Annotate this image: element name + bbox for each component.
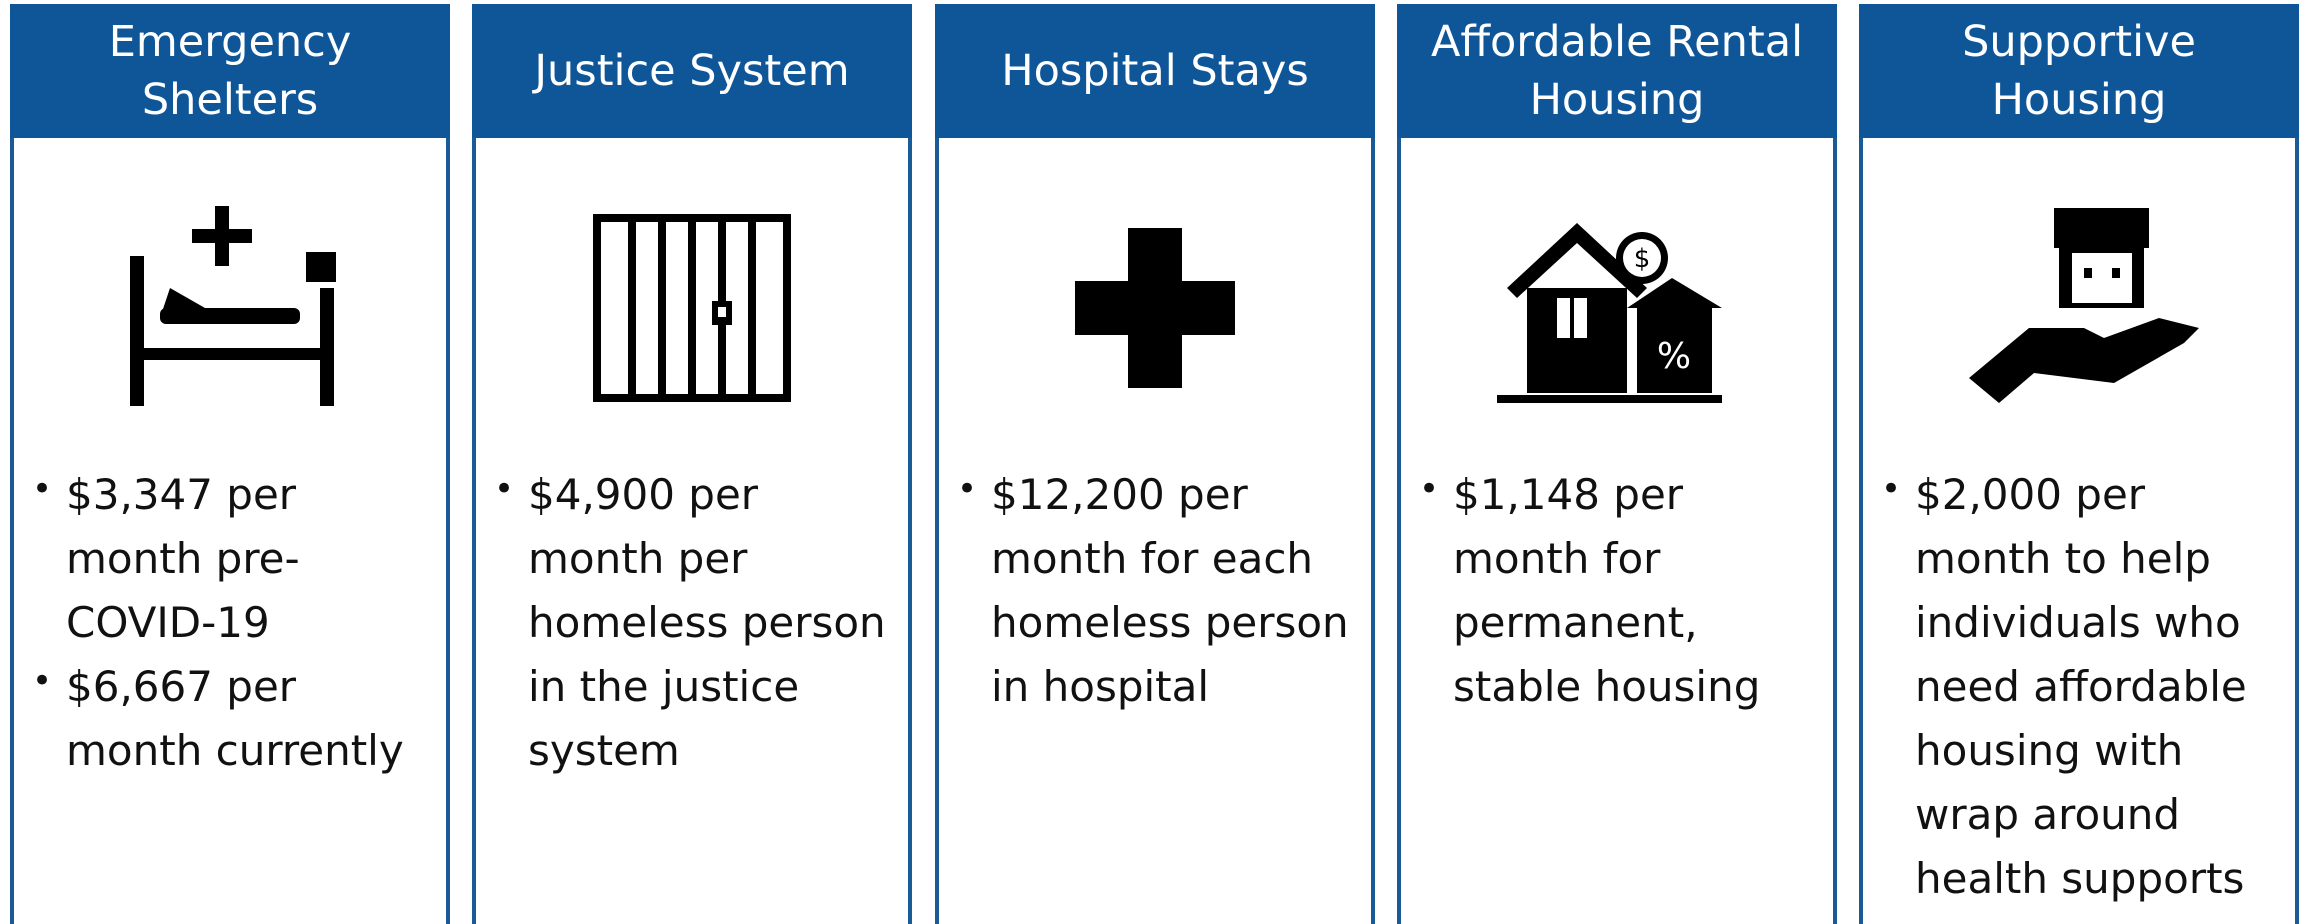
svg-text:$: $ <box>1634 244 1651 274</box>
column: Hospital Stays $12,200 per month for eac… <box>935 4 1375 924</box>
svg-text:%: % <box>1657 336 1691 377</box>
column: Justice System $4,900 per month per home… <box>472 4 912 924</box>
bed-icon <box>14 173 446 443</box>
column-title: Supportive Housing <box>1859 4 2299 138</box>
bullet: $3,347 per month pre-COVID-19 <box>32 457 438 655</box>
column-title: Emergency Shelters <box>10 4 450 138</box>
bullet-list: $12,200 per month for each homeless pers… <box>957 457 1363 719</box>
jail-icon <box>476 173 908 443</box>
column-title: Justice System <box>472 4 912 138</box>
house-icon: $ % <box>1401 173 1833 443</box>
hand-icon <box>1863 173 2295 443</box>
bullet: $12,200 per month for each homeless pers… <box>957 457 1363 719</box>
column: Affordable Rental Housing $ % $1,148 per… <box>1397 4 1837 924</box>
bullet-list: $3,347 per month pre-COVID-19$6,667 per … <box>32 457 438 783</box>
column: Emergency Shelters $3,347 per month pre-… <box>10 4 450 924</box>
bullet-list: $4,900 per month per homeless person in … <box>494 457 900 783</box>
bullet: $2,000 per month to help individuals who… <box>1881 457 2287 911</box>
cross-icon <box>939 173 1371 443</box>
bullet: $6,667 per month currently <box>32 649 438 783</box>
bullet: $4,900 per month per homeless person in … <box>494 457 900 783</box>
column-title: Affordable Rental Housing <box>1397 4 1837 138</box>
bullet-list: $2,000 per month to help individuals who… <box>1881 457 2287 911</box>
bullet: $1,148 per month for permanent, stable h… <box>1419 457 1825 719</box>
column-title: Hospital Stays <box>935 4 1375 138</box>
column: Supportive Housing $2,000 per month to h… <box>1859 4 2299 924</box>
bullet-list: $1,148 per month for permanent, stable h… <box>1419 457 1825 719</box>
